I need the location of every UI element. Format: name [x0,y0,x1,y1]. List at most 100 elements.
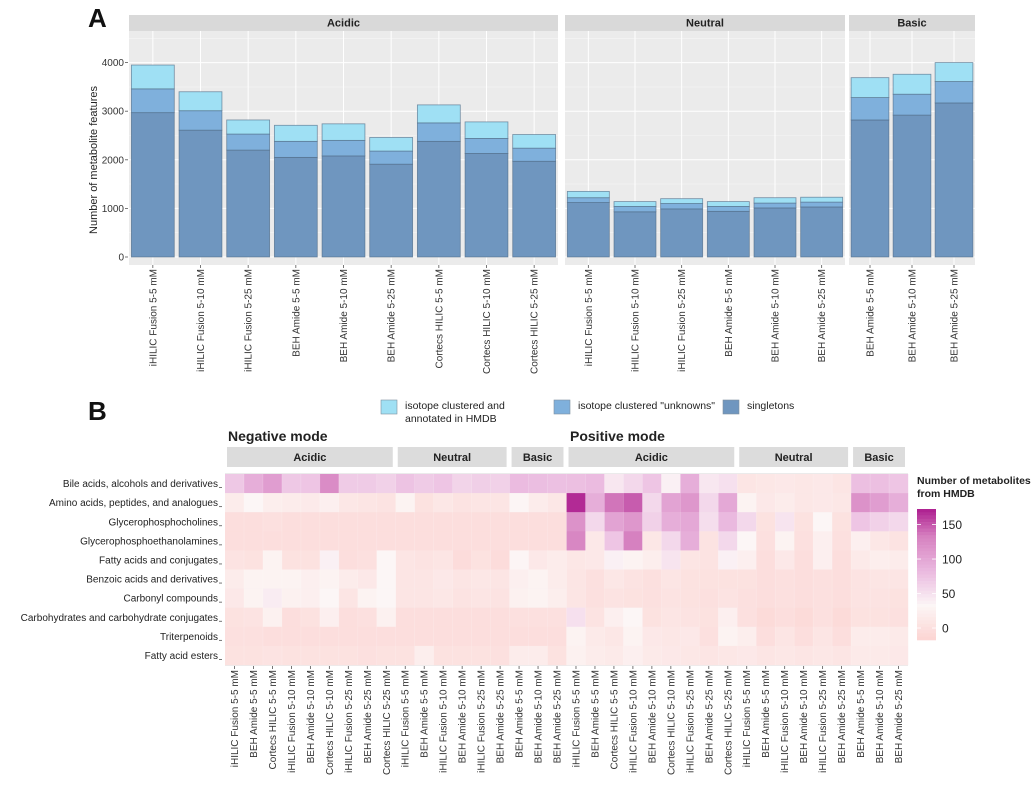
heatmap-cell [225,493,245,513]
group-strip [511,447,564,467]
column-label: iHILIC Fusion 5-5 mM [230,670,241,767]
heatmap-cell [357,550,377,570]
colorbar-step [917,558,936,562]
heatmap-cell [585,588,605,608]
heatmap-cell [851,607,871,627]
heatmap-cell [680,569,700,589]
column-label: Cortecs HILIC 5-10 mM [666,670,677,775]
heatmap-cell [357,512,377,532]
heatmap-cell [376,474,396,494]
column-label: BEH Amide 5-10 mM [306,670,317,763]
column-label: BEH Amide 5-10 mM [799,670,810,763]
heatmap-cell [680,531,700,551]
heatmap-cell [661,512,681,532]
heatmap-cell [832,626,852,647]
heatmap-cell [357,493,377,513]
mode-headers: Negative mode Acidic Neutral Basic Positive … [227,428,905,467]
heatmap-cell [433,493,453,513]
heatmap-cell [604,645,624,666]
heatmap-cell [243,550,264,570]
heatmap-cell [395,474,415,494]
heatmap-cell [680,512,700,532]
colorbar-step [917,564,936,569]
column-label: BEH Amide 5-25 mM [496,670,507,763]
heatmap-cell [832,645,852,666]
column-label: Cortecs HILIC 5-10 mM [325,670,336,775]
y-tick-label: 4000 [102,58,125,69]
facet-basic: Basic BEH Amide 5-5 mM BEH Amide 5-10 mM BE… [849,15,975,362]
heatmap-cell [889,474,909,494]
facet-neutral: Neutral iHILIC Fusion 5-5 mM iHILIC Fusion… [565,15,845,372]
x-tick-label: BEH Amide 5-10 mM [771,269,782,362]
heatmap-cell [870,531,890,551]
heatmap-cell [699,645,719,666]
heatmap-cell [680,550,700,570]
heatmap-cell [547,474,567,494]
facet-strip [129,15,558,31]
heatmap-cell [566,531,586,551]
heatmap-cell [623,493,643,513]
bar-segment-singletons [566,202,610,258]
colorbar-step [917,567,936,572]
heatmap-cell [262,607,283,627]
heatmap-cell [699,588,719,608]
heatmap-cell [870,607,890,627]
heatmap-cell [471,512,491,532]
facet-panel-background [565,31,845,265]
heatmap-cell [604,588,624,608]
row-label: Benzoic acids and derivatives [86,575,218,586]
x-tick-label: Cortecs HILIC 5-5 mM [434,269,445,368]
heatmap-cell [319,493,340,513]
heatmap-cell [813,607,833,627]
heatmap-cell [566,550,586,570]
heatmap-cell [699,512,719,532]
colorbar-step [917,522,936,526]
heatmap-cell [642,512,662,532]
heatmap-cell [547,512,567,532]
bar-segment-unknowns [706,206,750,212]
heatmap-cell [756,626,776,647]
column-label: BEH Amide 5-25 mM [363,670,374,763]
heatmap-cell [680,493,700,513]
heatmap-cell [262,512,283,532]
mode-title: Positive mode [570,428,665,444]
heatmap-cell [547,588,567,608]
heatmap-cell [813,531,833,551]
heatmap-cell [471,645,491,666]
bar-segment-annotated [660,198,704,204]
heatmap-cell [338,569,359,589]
group-strip [397,447,507,467]
heatmap-cell [851,493,871,513]
heatmap-cell [756,569,776,589]
heatmap-cell [225,550,245,570]
heatmap-cell [547,550,567,570]
heatmap-cell [642,474,662,494]
y-axis: 0 1000 2000 3000 4000 [102,58,128,264]
heatmap-cell [547,645,567,666]
heatmap-cell [718,531,738,551]
group-strip [739,447,849,467]
heatmap-cell [661,493,681,513]
heatmap-cell [661,588,681,608]
heatmap-cell [566,645,586,666]
colorbar-step [917,571,936,575]
legend-swatch [380,399,398,415]
column-label: iHILIC Fusion 5-10 mM [287,670,298,773]
heatmap-cell [642,645,662,666]
heatmap-cell [452,645,472,666]
heatmap-cell [528,512,548,532]
colorbar-step [917,509,936,513]
bar-segment-singletons [130,112,175,258]
heatmap-cell [718,550,738,570]
bar-segment-unknowns [613,206,657,213]
heatmap-cell [376,512,396,532]
heatmap-cell [319,607,340,627]
heatmap-cell [433,626,453,647]
heatmap-cell [319,512,340,532]
bar-segment-singletons [706,210,750,258]
heatmap-cell [775,531,795,551]
heatmap-cell [642,493,662,513]
y-tick-label: 0 [118,253,124,264]
x-tick-label: BEH Amide 5-25 mM [817,269,828,362]
